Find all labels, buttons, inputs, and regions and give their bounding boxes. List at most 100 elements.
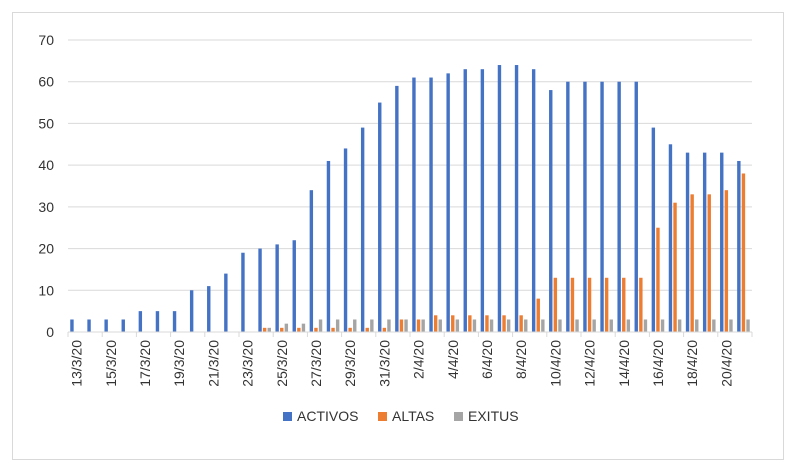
bar-activos-19/4/20 [702, 152, 707, 332]
bar-activos-3/4/20 [429, 77, 433, 332]
bar-altas-10/4/20 [553, 277, 558, 332]
legend-swatch-activos [283, 412, 292, 421]
bar-exitus-9/4/20 [541, 319, 545, 332]
x-tick-label: 29/3/20 [342, 340, 358, 387]
bar-exitus-10/4/20 [558, 319, 562, 332]
bar-altas-30/3/20 [365, 327, 369, 332]
x-tick-label: 31/3/20 [376, 340, 392, 387]
legend: ACTIVOS ALTAS EXITUS [283, 408, 519, 424]
bar-exitus-17/4/20 [677, 319, 682, 332]
bar-activos-18/3/20 [155, 311, 160, 332]
y-tick-label: 60 [38, 74, 54, 90]
bar-altas-8/4/20 [519, 315, 523, 332]
bar-altas-21/4/20 [741, 173, 746, 332]
bar-exitus-12/4/20 [592, 319, 596, 332]
bar-altas-7/4/20 [502, 315, 506, 332]
bar-activos-7/4/20 [497, 65, 502, 332]
bar-activos-4/4/20 [446, 73, 450, 333]
bar-activos-15/3/20 [104, 319, 108, 332]
bar-altas-26/3/20 [297, 327, 301, 332]
bar-activos-9/4/20 [531, 69, 536, 332]
bar-exitus-31/3/20 [387, 319, 391, 332]
bar-altas-4/4/20 [451, 315, 455, 332]
bar-activos-29/3/20 [343, 148, 348, 332]
bar-altas-5/4/20 [468, 315, 472, 332]
bar-exitus-6/4/20 [489, 319, 494, 332]
bar-exitus-11/4/20 [575, 319, 579, 332]
bar-activos-11/4/20 [566, 81, 570, 333]
legend-swatch-altas [378, 412, 387, 421]
bar-activos-17/4/20 [668, 144, 673, 332]
bar-activos-24/3/20 [258, 248, 262, 332]
bar-activos-16/3/20 [121, 319, 125, 332]
bar-activos-18/4/20 [685, 152, 690, 332]
legend-label-altas: ALTAS [392, 408, 434, 424]
bar-activos-30/3/20 [360, 127, 365, 332]
x-tick-label: 8/4/20 [513, 340, 529, 379]
bar-altas-13/4/20 [604, 277, 609, 332]
bar-exitus-25/3/20 [284, 323, 289, 332]
x-tick-label: 6/4/20 [479, 340, 495, 379]
bar-altas-27/3/20 [314, 327, 318, 332]
bar-activos-5/4/20 [463, 69, 467, 332]
x-tick-label: 4/4/20 [445, 340, 461, 379]
bar-exitus-29/3/20 [353, 319, 357, 332]
bar-activos-23/3/20 [241, 252, 245, 332]
bar-activos-20/4/20 [720, 152, 724, 332]
x-tick-label: 23/3/20 [240, 340, 256, 387]
bar-exitus-2/4/20 [421, 319, 425, 332]
x-tick-label: 25/3/20 [274, 340, 290, 387]
bar-altas-2/4/20 [416, 319, 421, 332]
bar-activos-22/3/20 [224, 273, 228, 332]
x-tick-label: 10/4/20 [547, 340, 563, 387]
bar-altas-12/4/20 [587, 277, 592, 332]
bar-exitus-3/4/20 [438, 319, 442, 332]
y-tick-label: 40 [38, 157, 54, 173]
bar-altas-31/3/20 [382, 327, 387, 332]
bar-altas-18/4/20 [690, 194, 694, 332]
bar-altas-28/3/20 [331, 327, 335, 332]
x-tick-label: 16/4/20 [650, 340, 666, 387]
bars [70, 65, 750, 333]
legend-label-exitus: EXITUS [468, 408, 519, 424]
bar-altas-15/4/20 [639, 277, 643, 332]
y-tick-label: 30 [38, 199, 54, 215]
bar-activos-27/3/20 [309, 190, 314, 332]
bar-exitus-8/4/20 [524, 319, 528, 332]
bar-activos-15/4/20 [634, 81, 638, 333]
y-tick-label: 0 [46, 324, 54, 340]
x-tick-label: 19/3/20 [171, 340, 187, 387]
bar-activos-8/4/20 [514, 65, 519, 332]
bar-activos-19/3/20 [172, 311, 177, 332]
bar-exitus-26/3/20 [301, 323, 306, 332]
bar-altas-19/4/20 [707, 194, 711, 332]
bar-activos-13/4/20 [600, 81, 604, 333]
bar-altas-24/3/20 [262, 327, 267, 332]
bar-altas-16/4/20 [656, 227, 660, 332]
bar-activos-17/3/20 [138, 311, 143, 332]
bar-altas-20/4/20 [724, 190, 729, 332]
bar-altas-25/3/20 [280, 327, 284, 332]
bar-altas-14/4/20 [622, 277, 626, 332]
y-tick-label: 10 [38, 282, 54, 298]
bar-activos-31/3/20 [378, 102, 382, 332]
bar-exitus-14/4/20 [626, 319, 631, 332]
y-tick-label: 20 [38, 241, 54, 257]
bar-activos-2/4/20 [412, 77, 416, 332]
bar-activos-28/3/20 [326, 160, 331, 332]
bar-activos-25/3/20 [275, 244, 279, 332]
bar-activos-12/4/20 [583, 81, 587, 333]
x-tick-label: 14/4/20 [616, 340, 632, 387]
bar-exitus-15/4/20 [643, 319, 648, 332]
bar-altas-1/4/20 [399, 319, 404, 332]
bar-altas-6/4/20 [485, 315, 489, 332]
bar-activos-6/4/20 [480, 69, 485, 332]
bar-altas-11/4/20 [570, 277, 575, 332]
bar-activos-13/3/20 [70, 319, 74, 332]
x-tick-label: 17/3/20 [137, 340, 153, 387]
bar-exitus-13/4/20 [609, 319, 613, 332]
bar-exitus-24/3/20 [267, 327, 271, 332]
bar-exitus-5/4/20 [472, 319, 477, 332]
gridlines [68, 39, 752, 291]
